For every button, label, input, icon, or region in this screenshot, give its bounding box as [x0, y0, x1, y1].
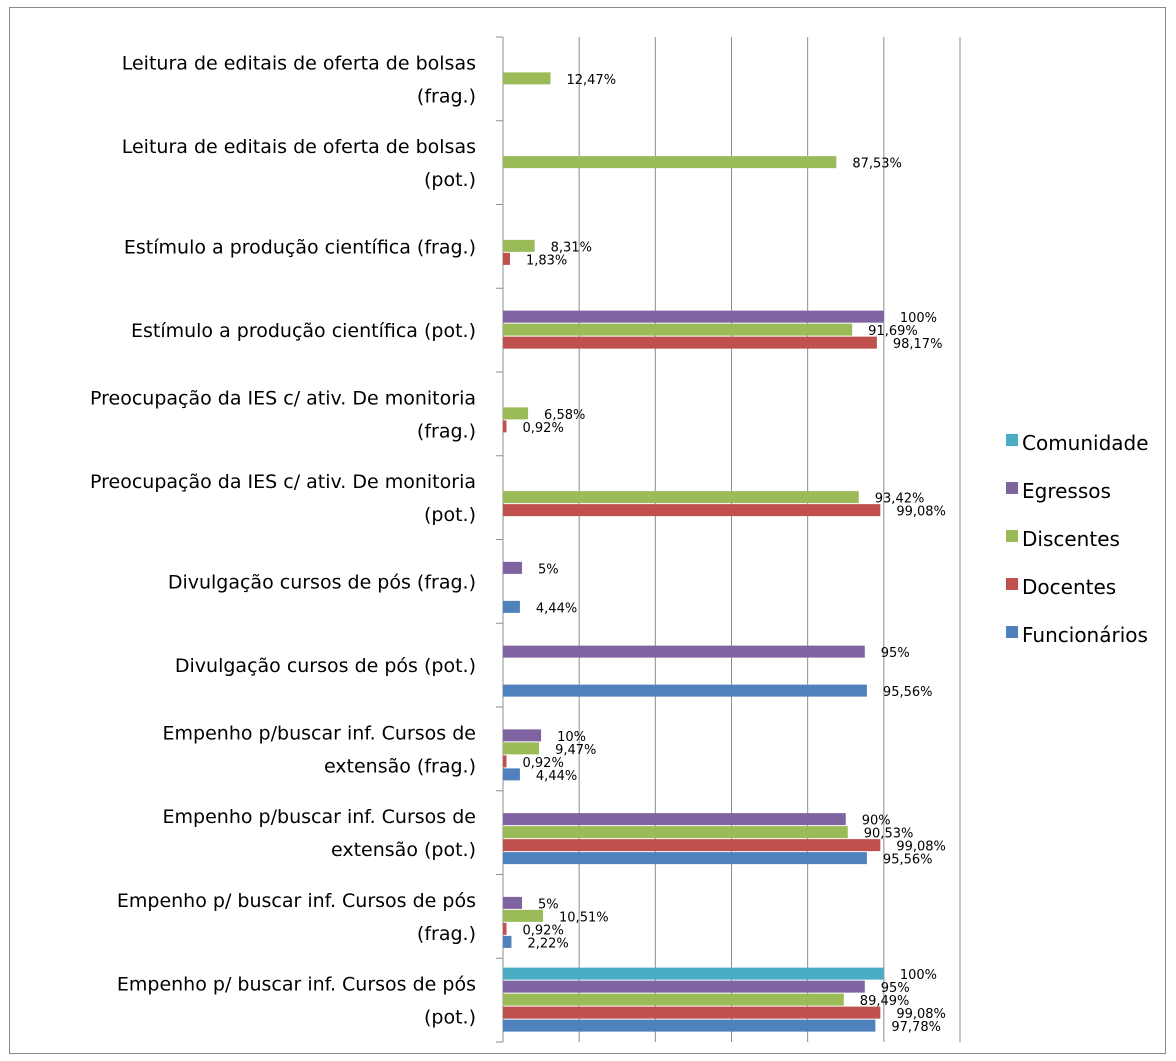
data-label-discentes: 6,58% — [544, 408, 585, 423]
category-label: Leitura de editais de oferta de bolsas — [122, 52, 476, 74]
bar-docentes — [503, 922, 507, 935]
bar-funcion-rios — [503, 600, 520, 613]
category-label: Preocupação da IES c/ ativ. De monitoria — [90, 471, 476, 493]
category-label: (frag.) — [417, 923, 476, 945]
data-label-comunidade: 100% — [900, 968, 937, 983]
bar-discentes — [503, 491, 859, 504]
data-label-funcion-rios: 97,78% — [891, 1020, 941, 1035]
category-label: (frag.) — [417, 420, 476, 442]
data-label-docentes: 99,08% — [896, 840, 946, 855]
data-label-docentes: 0,92% — [523, 421, 564, 436]
data-label-discentes: 90,53% — [864, 827, 914, 842]
legend-swatch-discentes — [1006, 530, 1018, 542]
bar-docentes — [503, 839, 881, 852]
chart-frame — [9, 7, 1166, 1054]
data-label-funcion-rios: 95,56% — [883, 853, 933, 868]
bar-docentes — [503, 1006, 881, 1019]
bar-docentes — [503, 420, 507, 433]
category-label: (pot.) — [424, 1007, 476, 1029]
bar-egressos — [503, 310, 884, 323]
data-label-docentes: 99,08% — [896, 1007, 946, 1022]
category-label: Divulgação cursos de pós (pot.) — [175, 655, 476, 677]
bar-funcion-rios — [503, 1019, 876, 1032]
category-label: Estímulo a produção científica (frag.) — [124, 236, 476, 258]
category-label: extensão (pot.) — [331, 839, 476, 861]
bar-funcion-rios — [503, 852, 867, 865]
data-label-discentes: 8,31% — [551, 240, 592, 255]
legend-label-comunidade: Comunidade — [1022, 431, 1149, 455]
category-label: Empenho p/buscar inf. Cursos de — [163, 806, 476, 828]
category-label: Leitura de editais de oferta de bolsas — [122, 136, 476, 158]
data-label-discentes: 93,42% — [875, 492, 925, 507]
data-label-discentes: 91,69% — [868, 324, 918, 339]
category-label: Empenho p/ buscar inf. Cursos de pós — [117, 974, 476, 996]
bar-egressos — [503, 729, 542, 742]
bar-discentes — [503, 742, 540, 755]
bar-discentes — [503, 993, 844, 1006]
data-label-discentes: 87,53% — [852, 157, 902, 172]
data-label-egressos: 5% — [538, 897, 559, 912]
bar-docentes — [503, 504, 881, 517]
data-label-egressos: 95% — [881, 646, 910, 661]
data-label-docentes: 98,17% — [893, 337, 943, 352]
data-label-egressos: 95% — [881, 981, 910, 996]
data-label-egressos: 100% — [900, 311, 937, 326]
bar-egressos — [503, 896, 523, 909]
bar-docentes — [503, 336, 877, 349]
bar-funcion-rios — [503, 768, 520, 781]
data-label-discentes: 89,49% — [860, 994, 910, 1009]
bar-docentes — [503, 252, 510, 265]
bar-discentes — [503, 407, 529, 420]
category-label: Estímulo a produção científica (pot.) — [131, 320, 476, 342]
bar-comunidade — [503, 967, 884, 980]
category-label: Divulgação cursos de pós (frag.) — [168, 571, 476, 593]
data-label-discentes: 12,47% — [566, 73, 616, 88]
bar-discentes — [503, 239, 535, 252]
bar-egressos — [503, 645, 865, 658]
data-label-docentes: 0,92% — [523, 756, 564, 771]
data-label-discentes: 9,47% — [555, 743, 596, 758]
data-label-funcion-rios: 4,44% — [536, 601, 577, 616]
bar-egressos — [503, 561, 523, 574]
data-label-docentes: 0,92% — [523, 923, 564, 938]
category-label: extensão (frag.) — [324, 755, 476, 777]
legend-swatch-funcion-rios — [1006, 626, 1018, 638]
data-label-egressos: 90% — [862, 814, 891, 829]
category-label: (frag.) — [417, 85, 476, 107]
legend-swatch-comunidade — [1006, 434, 1018, 446]
bar-egressos — [503, 980, 865, 993]
legend-label-egressos: Egressos — [1022, 479, 1111, 503]
category-label: Empenho p/ buscar inf. Cursos de pós — [117, 890, 476, 912]
bar-discentes — [503, 156, 837, 169]
category-label: (pot.) — [424, 169, 476, 191]
bar-funcion-rios — [503, 935, 512, 948]
data-label-discentes: 10,51% — [559, 910, 609, 925]
bar-discentes — [503, 826, 848, 839]
bar-discentes — [503, 72, 551, 85]
category-label: Empenho p/buscar inf. Cursos de — [163, 722, 476, 744]
data-label-funcion-rios: 95,56% — [883, 685, 933, 700]
legend-swatch-docentes — [1006, 578, 1018, 590]
bar-funcion-rios — [503, 684, 867, 697]
legend-swatch-egressos — [1006, 482, 1018, 494]
bar-discentes — [503, 323, 853, 336]
data-label-egressos: 10% — [557, 730, 586, 745]
bar-egressos — [503, 813, 846, 826]
data-label-funcion-rios: 4,44% — [536, 769, 577, 784]
legend-label-docentes: Docentes — [1022, 575, 1116, 599]
category-label: (pot.) — [424, 504, 476, 526]
bar-discentes — [503, 909, 544, 922]
data-label-docentes: 99,08% — [896, 505, 946, 520]
data-label-funcion-rios: 2,22% — [527, 936, 568, 951]
category-label: Preocupação da IES c/ ativ. De monitoria — [90, 387, 476, 409]
data-label-egressos: 5% — [538, 562, 559, 577]
bar-docentes — [503, 755, 507, 768]
data-label-docentes: 1,83% — [526, 253, 567, 268]
legend-label-funcion-rios: Funcionários — [1022, 623, 1148, 647]
legend-label-discentes: Discentes — [1022, 527, 1120, 551]
